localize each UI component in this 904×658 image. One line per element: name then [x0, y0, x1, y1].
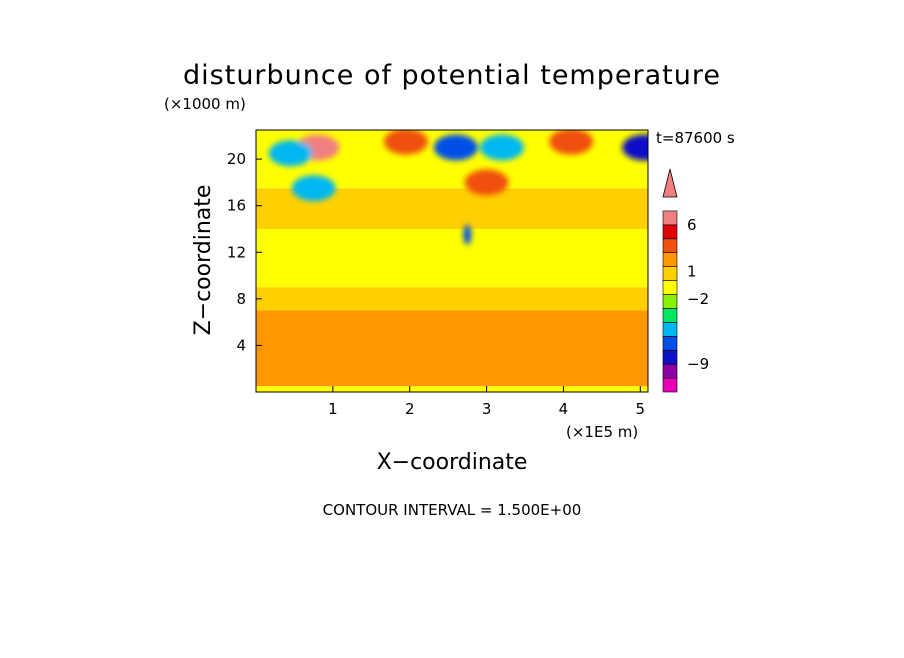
colorbar-segment-1	[662, 363, 678, 379]
feature-6	[622, 134, 648, 161]
y-tick-label-4: 20	[227, 150, 246, 168]
colorbar-segment-0	[662, 377, 678, 393]
y-axis: 4 8 12 16 20	[227, 150, 262, 354]
colorbar-segment-9	[662, 252, 678, 267]
feature-5	[549, 130, 594, 155]
y-tick-label-1: 8	[236, 290, 246, 308]
contour-interval-label: CONTOUR INTERVAL = 1.500E+00	[323, 501, 582, 519]
x-tick-label-4: 5	[636, 400, 646, 418]
colorbar-tick-label-1: 1	[687, 262, 697, 280]
feature-8	[291, 175, 336, 202]
colorbar-segment-8	[662, 266, 678, 281]
feature-1	[268, 140, 313, 167]
band-3	[256, 228, 648, 288]
colorbar-tick-label-0: 6	[687, 216, 697, 234]
x-tick-label-3: 4	[559, 400, 569, 418]
plot-area	[256, 130, 648, 392]
time-label: t=87600 s	[656, 129, 735, 147]
x-axis: 1 2 3 4 5	[328, 386, 645, 418]
colorbar: 6 1 −2 −9	[662, 168, 709, 393]
y-tick-label-3: 16	[227, 197, 246, 215]
chart-title: disturbunce of potential temperature	[183, 60, 721, 91]
x-tick-label-2: 3	[482, 400, 492, 418]
x-axis-label: X−coordinate	[377, 450, 528, 475]
band-1	[256, 310, 648, 387]
y-axis-unit: (×1000 m)	[164, 95, 246, 113]
feature-7	[464, 169, 509, 196]
colorbar-tick-label-3: −9	[687, 355, 709, 373]
colorbar-segment-5	[662, 308, 678, 323]
feature-9	[463, 224, 472, 245]
x-tick-label-1: 2	[405, 400, 415, 418]
feature-3	[433, 134, 478, 161]
colorbar-extend-arrow	[662, 168, 678, 198]
colorbar-segment-12	[662, 210, 678, 226]
colorbar-segment-3	[662, 335, 678, 351]
band-2	[256, 287, 648, 311]
colorbar-segment-11	[662, 224, 678, 240]
x-axis-unit: (×1E5 m)	[566, 423, 638, 441]
feature-4	[479, 134, 524, 161]
colorbar-segment-7	[662, 280, 678, 295]
y-axis-label: Z−coordinate	[191, 185, 216, 336]
colorbar-segment-2	[662, 349, 678, 365]
colorbar-segment-4	[662, 322, 678, 337]
colorbar-segment-6	[662, 294, 678, 309]
feature-layer	[268, 130, 648, 245]
band-0	[256, 386, 648, 392]
y-tick-label-0: 4	[236, 336, 246, 354]
background-bands	[256, 130, 648, 392]
plot-frame	[255, 129, 649, 393]
x-tick-label-0: 1	[328, 400, 338, 418]
feature-2	[383, 130, 428, 155]
colorbar-tick-label-2: −2	[687, 290, 709, 308]
colorbar-segment-10	[662, 238, 678, 254]
y-tick-label-2: 12	[227, 243, 246, 261]
